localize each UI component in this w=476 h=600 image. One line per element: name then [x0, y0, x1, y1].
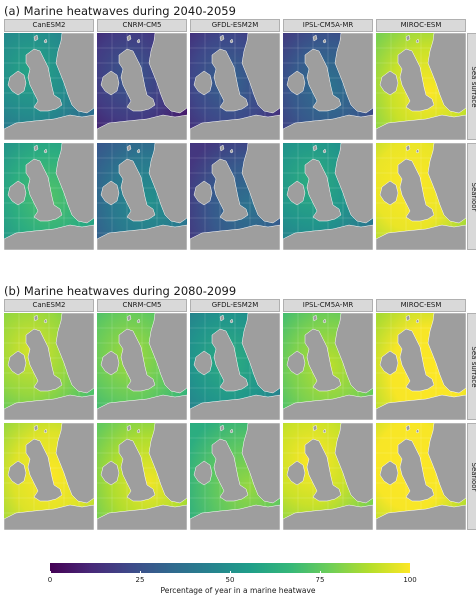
colorbar-gradient [50, 563, 410, 573]
map-panel-a-1-2 [190, 143, 280, 250]
map-panel-b-0-0 [4, 313, 94, 420]
depth-label-a-0: Sea surface [467, 33, 476, 140]
depth-label-b-0: Sea surface [467, 313, 476, 420]
map-panel-b-1-4 [376, 423, 466, 530]
map-panel-b-1-1 [97, 423, 187, 530]
map-panel-b-0-3 [283, 313, 373, 420]
model-label-b-0: CanESM2 [4, 299, 94, 312]
model-label-a-4: MIROC-ESM [376, 19, 466, 32]
map-panel-b-1-3 [283, 423, 373, 530]
model-label-a-3: IPSL-CM5A-MR [283, 19, 373, 32]
model-label-b-2: GFDL-ESM2M [190, 299, 280, 312]
model-label-b-3: IPSL-CM5A-MR [283, 299, 373, 312]
map-panel-a-1-3 [283, 143, 373, 250]
model-label-b-4: MIROC-ESM [376, 299, 466, 312]
map-panel-b-0-2 [190, 313, 280, 420]
model-label-b-1: CNRM-CM5 [97, 299, 187, 312]
colorbar-tick-50: 50 [225, 576, 235, 584]
section-b-title: (b) Marine heatwaves during 2080-2099 [4, 284, 237, 298]
colorbar [50, 563, 410, 573]
model-label-a-2: GFDL-ESM2M [190, 19, 280, 32]
map-panel-a-1-1 [97, 143, 187, 250]
colorbar-tick-100: 100 [403, 576, 417, 584]
map-panel-a-1-0 [4, 143, 94, 250]
colorbar-title: Percentage of year in a marine heatwave [160, 586, 316, 595]
map-panel-a-0-0 [4, 33, 94, 140]
colorbar-tickmark-25 [139, 571, 141, 574]
model-label-a-0: CanESM2 [4, 19, 94, 32]
colorbar-tickmark-0 [49, 571, 51, 574]
colorbar-tick-25: 25 [135, 576, 145, 584]
map-panel-a-0-2 [190, 33, 280, 140]
map-panel-b-1-0 [4, 423, 94, 530]
map-panel-b-0-4 [376, 313, 466, 420]
map-panel-b-1-2 [190, 423, 280, 530]
depth-label-a-1: Seafloor [467, 143, 476, 250]
model-label-a-1: CNRM-CM5 [97, 19, 187, 32]
colorbar-tickmark-50 [229, 571, 231, 574]
section-a-title: (a) Marine heatwaves during 2040-2059 [4, 4, 236, 18]
depth-label-b-1: Seafloor [467, 423, 476, 530]
colorbar-tick-75: 75 [315, 576, 325, 584]
map-panel-a-0-1 [97, 33, 187, 140]
map-panel-a-1-4 [376, 143, 466, 250]
map-panel-a-0-4 [376, 33, 466, 140]
colorbar-tick-0: 0 [47, 576, 53, 584]
map-panel-a-0-3 [283, 33, 373, 140]
colorbar-tickmark-75 [319, 571, 321, 574]
map-panel-b-0-1 [97, 313, 187, 420]
colorbar-tickmark-100 [409, 571, 411, 574]
